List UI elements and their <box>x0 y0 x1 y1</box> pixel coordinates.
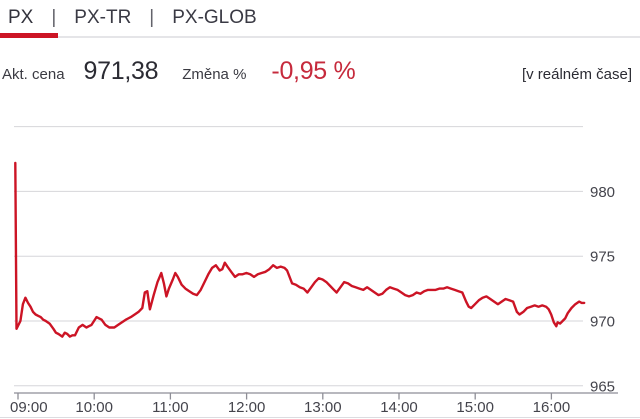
x-axis-label: 13:00 <box>304 399 342 416</box>
change-value: -0,95 % <box>271 57 356 85</box>
change-label: Změna % <box>182 66 247 83</box>
y-axis-labels: 980 975 970 965 <box>590 184 615 395</box>
active-tab-underline <box>0 33 58 38</box>
x-axis-label: 15:00 <box>456 399 494 416</box>
y-axis-label: 965 <box>590 378 615 395</box>
gridlines <box>14 126 583 387</box>
price-chart-svg: 980 975 970 965 09:00 10:00 11:00 12:00 13:00 14:… <box>0 126 640 418</box>
price-value: 971,38 <box>83 57 159 85</box>
x-axis-label: 11:00 <box>152 399 188 416</box>
x-axis-label: 14:00 <box>380 399 418 416</box>
tab-bar: PX | PX-TR | PX-GLOB <box>0 0 640 38</box>
quote-row: Akt. cena 971,38 Změna % -0,95 % [v reál… <box>2 57 632 86</box>
tab-px-glob[interactable]: PX-GLOB <box>172 7 257 28</box>
tab-px-tr[interactable]: PX-TR <box>74 7 132 28</box>
y-axis-label: 970 <box>590 314 615 331</box>
px-price-line <box>14 161 586 338</box>
tab-separator: | <box>51 7 57 28</box>
tab-separator: | <box>149 7 155 28</box>
x-axis: 09:00 10:00 11:00 12:00 13:00 14:00 15:00 16:00 <box>10 392 618 416</box>
x-axis-label: 10:00 <box>75 399 113 416</box>
x-axis-label: 12:00 <box>228 399 266 416</box>
realtime-note: [v reálném čase] <box>521 66 632 83</box>
price-label: Akt. cena <box>2 66 65 83</box>
y-axis-label: 975 <box>590 249 615 266</box>
tab-px[interactable]: PX <box>8 7 34 28</box>
y-axis-label: 980 <box>590 184 615 201</box>
x-axis-label: 16:00 <box>533 399 571 416</box>
x-axis-label: 09:00 <box>10 399 48 416</box>
price-chart: 980 975 970 965 09:00 10:00 11:00 12:00 13:00 14:… <box>0 100 640 419</box>
